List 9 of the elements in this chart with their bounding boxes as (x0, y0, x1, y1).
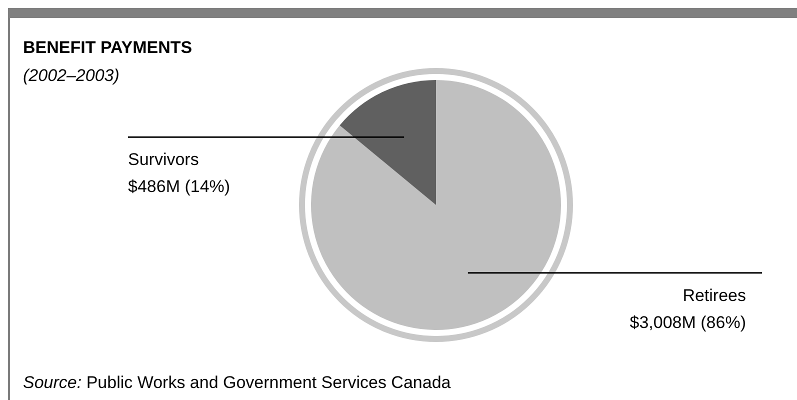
pie-slice (311, 80, 561, 330)
slice-label: Survivors (128, 150, 199, 170)
pie-slice (340, 80, 436, 205)
chart-subtitle: (2002–2003) (23, 66, 120, 85)
slice-label: Retirees (682, 286, 746, 305)
source-note: Source: Public Works and Government Services Canada (23, 373, 452, 392)
data-label: $486M (14%) (128, 177, 230, 196)
data-label: $3,008M (86%) (630, 312, 746, 332)
chart-title: BENEFIT PAYMENTS (23, 38, 192, 57)
